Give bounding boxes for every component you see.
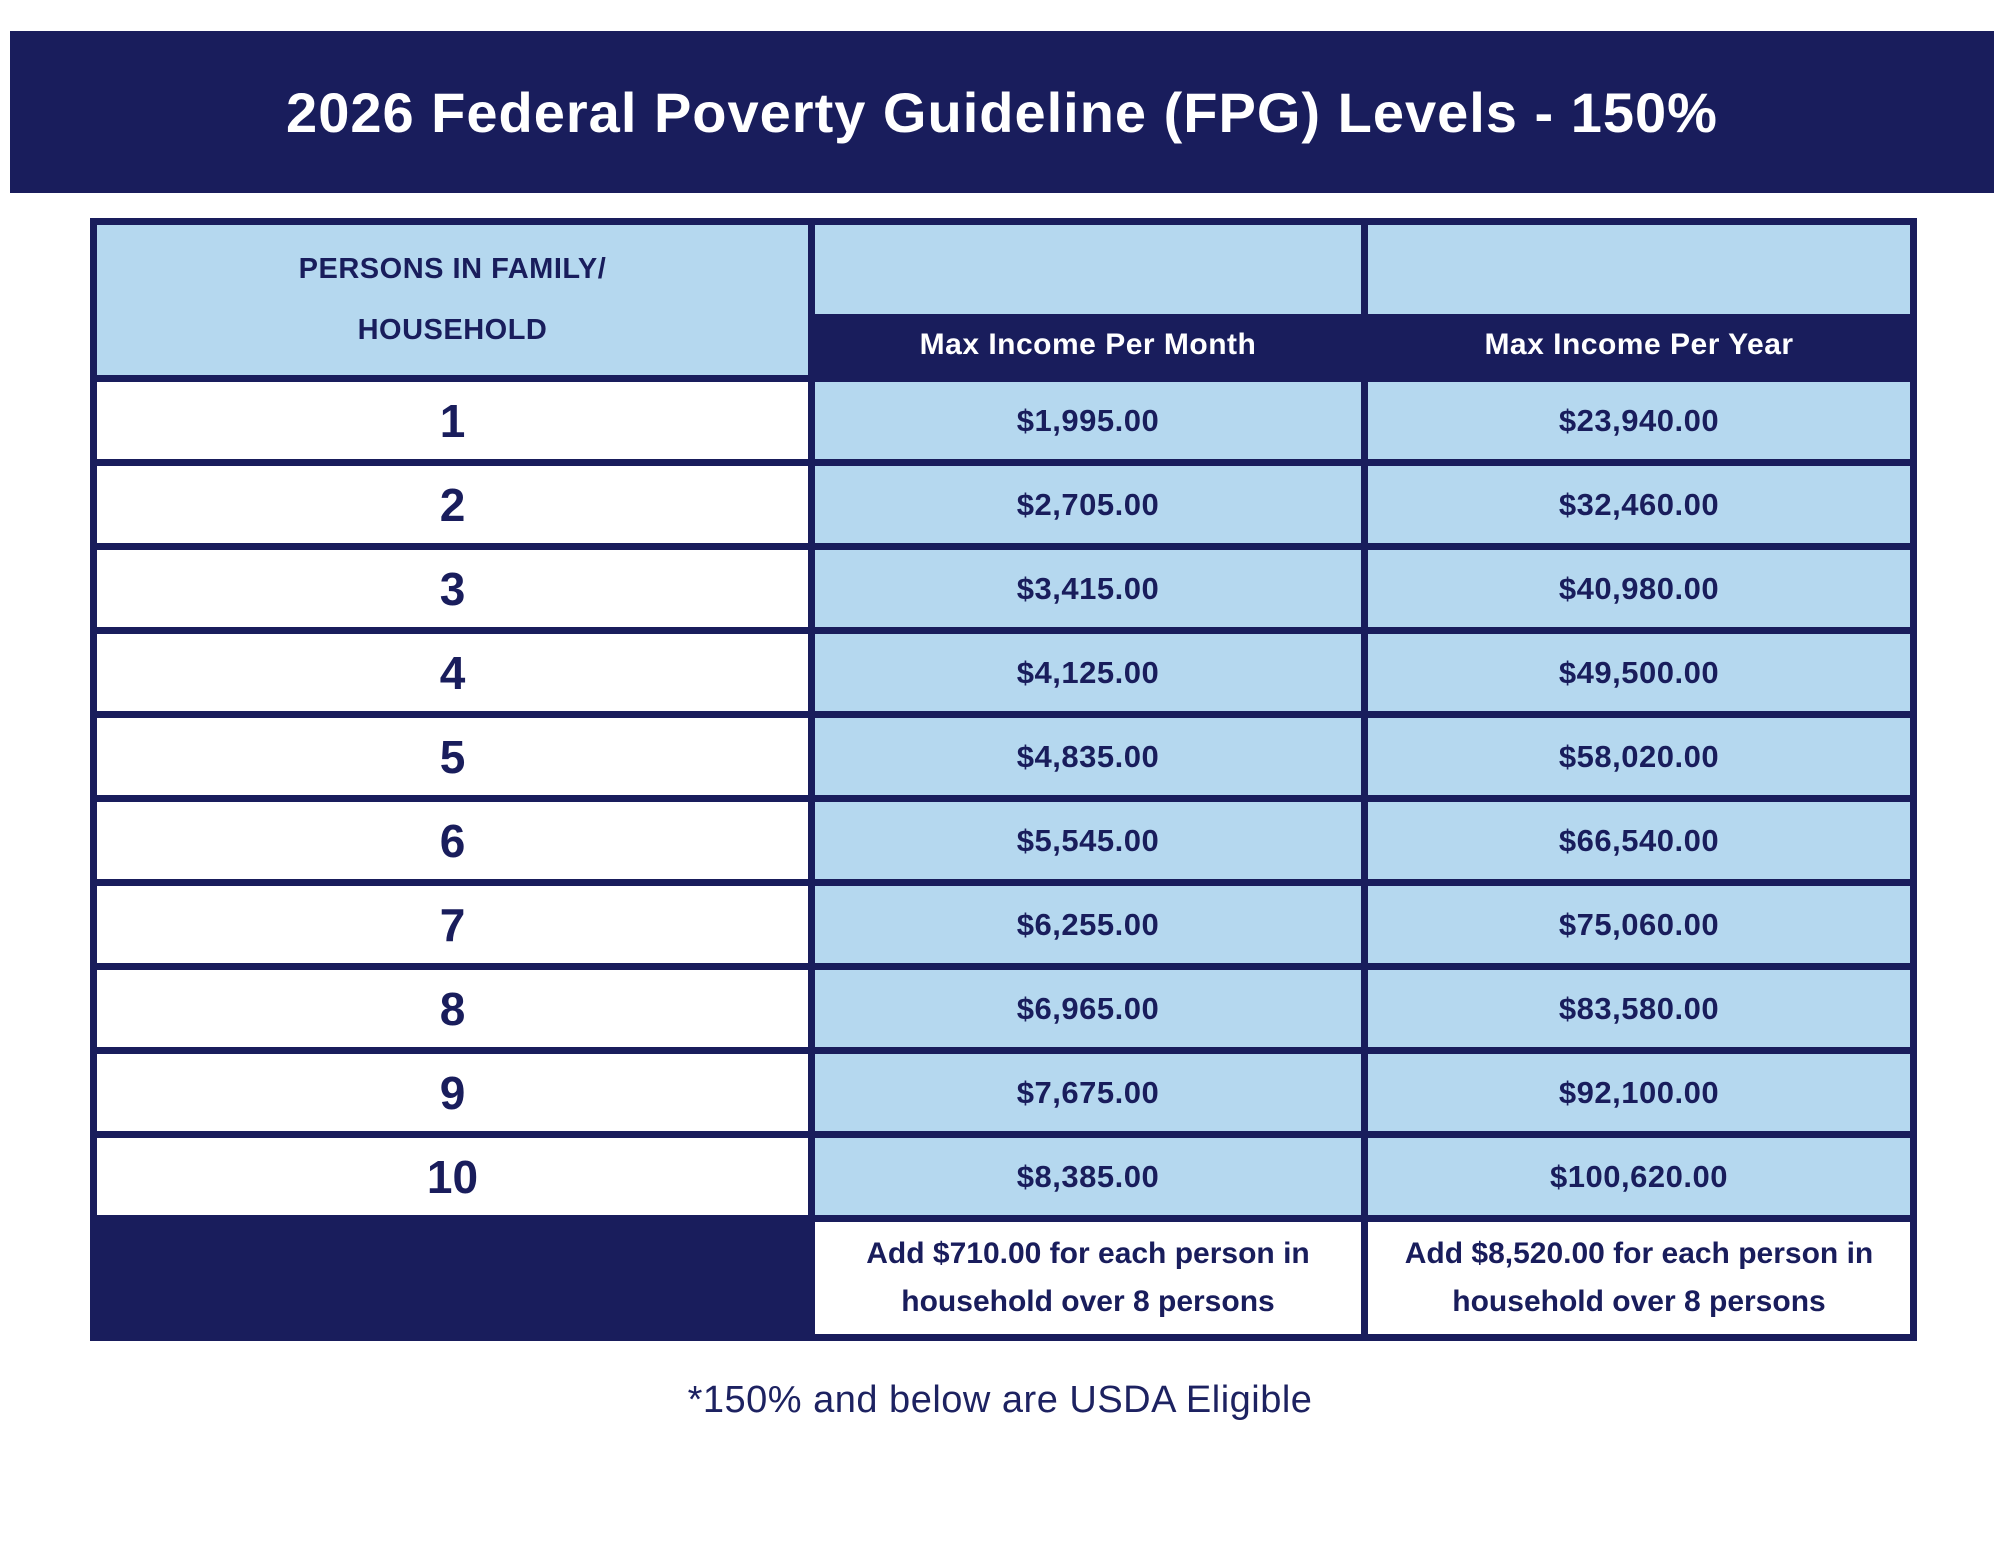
monthly-header-label: Max Income Per Month <box>815 314 1361 375</box>
persons-header-line2: HOUSEHOLD <box>357 314 548 346</box>
yearly-value: $66,540.00 <box>1361 795 1917 886</box>
persons-value: 9 <box>90 1047 815 1138</box>
monthly-header-cell: Max Income Per Month <box>808 218 1368 382</box>
table-row: 10 $8,385.00 $100,620.00 <box>90 1131 1917 1222</box>
table-row: 6 $5,545.00 $66,540.00 <box>90 795 1917 886</box>
title-banner: 2026 Federal Poverty Guideline (FPG) Lev… <box>10 31 1994 193</box>
fpg-table: PERSONS IN FAMILY/ HOUSEHOLD Max Income … <box>90 218 1917 1341</box>
navy-filler-cell <box>90 1215 815 1341</box>
table-row: 9 $7,675.00 $92,100.00 <box>90 1047 1917 1138</box>
yearly-header-inner: Max Income Per Year <box>1368 225 1910 375</box>
monthly-value: $8,385.00 <box>808 1131 1368 1222</box>
persons-header-cell: PERSONS IN FAMILY/ HOUSEHOLD <box>90 218 815 382</box>
yearly-value: $83,580.00 <box>1361 963 1917 1054</box>
yearly-value: $40,980.00 <box>1361 543 1917 634</box>
table-row: 2 $2,705.00 $32,460.00 <box>90 459 1917 550</box>
table-row: 3 $3,415.00 $40,980.00 <box>90 543 1917 634</box>
yearly-value: $75,060.00 <box>1361 879 1917 970</box>
persons-header-line1: PERSONS IN FAMILY/ <box>298 253 607 286</box>
persons-value: 8 <box>90 963 815 1054</box>
monthly-header-spacer <box>815 225 1361 314</box>
monthly-value: $6,255.00 <box>808 879 1368 970</box>
monthly-value: $2,705.00 <box>808 459 1368 550</box>
persons-value: 2 <box>90 459 815 550</box>
yearly-value: $32,460.00 <box>1361 459 1917 550</box>
table-row: 4 $4,125.00 $49,500.00 <box>90 627 1917 718</box>
page-title: 2026 Federal Poverty Guideline (FPG) Lev… <box>286 80 1718 144</box>
table-row: 1 $1,995.00 $23,940.00 <box>90 375 1917 466</box>
persons-value: 4 <box>90 627 815 718</box>
table-row: 7 $6,255.00 $75,060.00 <box>90 879 1917 970</box>
monthly-value: $4,125.00 <box>808 627 1368 718</box>
yearly-header-cell: Max Income Per Year <box>1361 218 1917 382</box>
table-note-row: Add $710.00 for each person in household… <box>90 1215 1917 1341</box>
yearly-value: $100,620.00 <box>1361 1131 1917 1222</box>
monthly-value: $4,835.00 <box>808 711 1368 802</box>
persons-value: 6 <box>90 795 815 886</box>
yearly-value: $49,500.00 <box>1361 627 1917 718</box>
yearly-value: $23,940.00 <box>1361 375 1917 466</box>
monthly-value: $6,965.00 <box>808 963 1368 1054</box>
monthly-value: $1,995.00 <box>808 375 1368 466</box>
yearly-header-spacer <box>1368 225 1910 314</box>
monthly-value: $7,675.00 <box>808 1047 1368 1138</box>
table-header-row: PERSONS IN FAMILY/ HOUSEHOLD Max Income … <box>90 218 1917 382</box>
persons-value: 3 <box>90 543 815 634</box>
persons-value: 7 <box>90 879 815 970</box>
monthly-value: $3,415.00 <box>808 543 1368 634</box>
yearly-value: $58,020.00 <box>1361 711 1917 802</box>
table-row: 8 $6,965.00 $83,580.00 <box>90 963 1917 1054</box>
monthly-header-inner: Max Income Per Month <box>815 225 1361 375</box>
persons-value: 5 <box>90 711 815 802</box>
monthly-add-note: Add $710.00 for each person in household… <box>808 1215 1368 1341</box>
monthly-value: $5,545.00 <box>808 795 1368 886</box>
persons-value: 1 <box>90 375 815 466</box>
yearly-add-note: Add $8,520.00 for each person in househo… <box>1361 1215 1917 1341</box>
persons-value: 10 <box>90 1131 815 1222</box>
table-row: 5 $4,835.00 $58,020.00 <box>90 711 1917 802</box>
usda-eligible-footnote: *150% and below are USDA Eligible <box>687 1379 1313 1421</box>
yearly-value: $92,100.00 <box>1361 1047 1917 1138</box>
yearly-header-label: Max Income Per Year <box>1368 314 1910 375</box>
